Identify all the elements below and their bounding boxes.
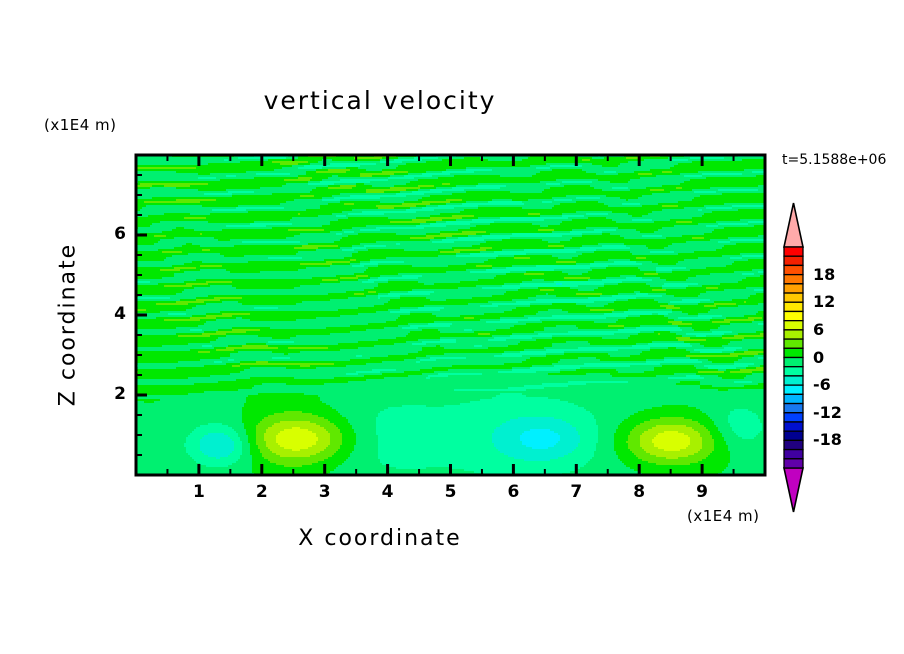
colorbar-swatch [783,458,804,469]
x-axis-title: X coordinate [0,526,904,551]
colorbar-swatch [783,310,804,322]
colorbar-tick-label: -18 [813,430,842,450]
x-axis-unit-label: (x1E4 m) [687,507,760,525]
colorbar-swatch [783,439,804,451]
colorbar-over-arrow [783,202,804,248]
colorbar-swatch [783,366,804,377]
colorbar-tick-label: 6 [813,319,825,339]
y-axis-tick-label: 2 [114,384,126,404]
x-axis-tick-label: 1 [192,482,205,502]
colorbar-swatch [783,301,804,313]
colorbar-tick-label: -6 [813,375,831,395]
colorbar-swatch [783,338,804,349]
colorbar-swatch [783,264,804,276]
colorbar-swatch [783,356,804,368]
colorbar-swatch [783,448,804,460]
colorbar-swatch [783,320,804,331]
colorbar-tick-label: -12 [813,402,842,422]
x-axis-tick-label: 3 [318,482,331,502]
colorbar-swatch [783,273,804,285]
y-axis-unit-label: (x1E4 m) [44,116,117,134]
colorbar-swatch [783,430,804,442]
x-axis-tick-label: 4 [381,482,394,502]
colorbar-swatch [783,329,804,340]
contour-field [136,155,765,475]
x-axis-tick-label: 5 [444,482,457,502]
page-title: vertical velocity [263,86,497,115]
timestamp-annotation: t=5.1588e+06 [782,152,887,168]
colorbar-swatch [783,375,804,386]
colorbar-swatch [783,347,804,359]
x-axis-tick-label: 8 [633,482,646,502]
colorbar [783,202,804,513]
colorbar-under-arrow [783,467,804,513]
colorbar-tick-label: 18 [813,264,836,284]
x-axis-tick-label: 2 [255,482,268,502]
colorbar-swatch [783,283,804,294]
colorbar-tick-label: 12 [813,292,836,312]
colorbar-swatch [783,402,804,414]
x-axis-tick-label: 6 [507,482,520,502]
colorbar-swatch [783,246,804,257]
x-axis-tick-label: 7 [570,482,583,502]
colorbar-swatch [783,384,804,395]
colorbar-tick-label: 0 [813,347,825,367]
colorbar-swatch [783,393,804,405]
colorbar-swatch [783,255,804,267]
x-axis-title-text: X coordinate [298,526,462,551]
x-axis-tick-label: 9 [696,482,709,502]
colorbar-swatch [783,292,804,303]
colorbar-swatch [783,421,804,432]
y-axis-tick-label: 4 [114,304,126,324]
y-axis-tick-label: 6 [114,224,126,244]
colorbar-swatch [783,412,804,423]
